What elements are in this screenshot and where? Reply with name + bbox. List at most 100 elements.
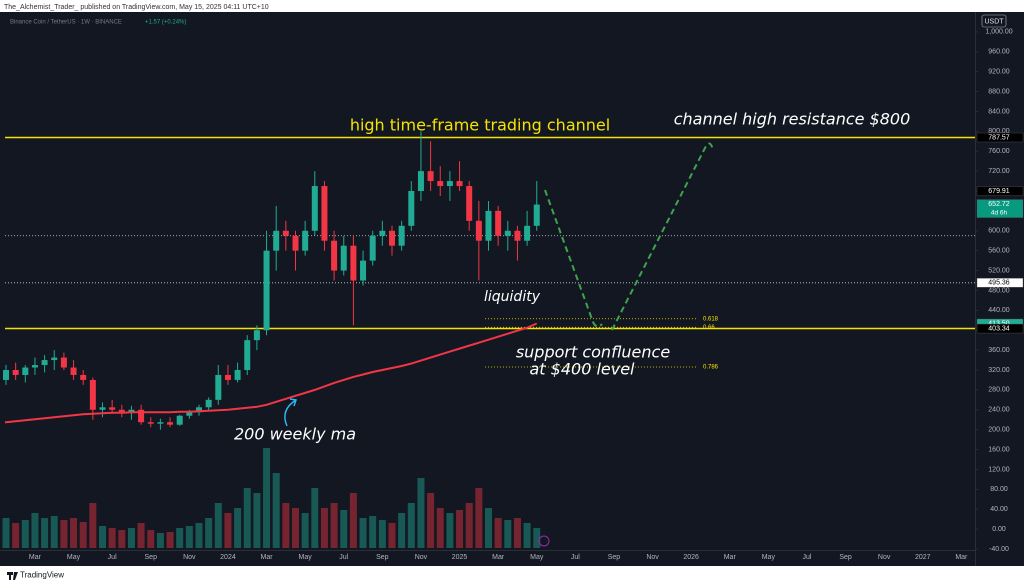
y-tick-label: 880.00 xyxy=(988,88,1010,95)
ma-line xyxy=(5,322,538,424)
y-tick-label: -40.00 xyxy=(989,546,1009,553)
volume-bar xyxy=(263,448,271,548)
volume-bar xyxy=(253,493,261,548)
volume-bar xyxy=(147,530,155,548)
candle-body xyxy=(89,379,96,410)
volume-bar xyxy=(494,518,502,548)
ma-arrow xyxy=(284,398,297,427)
x-tick-label: 2027 xyxy=(915,554,931,561)
x-tick-label: May xyxy=(530,554,544,561)
volume-bar xyxy=(504,520,512,548)
candle-body xyxy=(118,409,125,413)
candle-body xyxy=(514,230,521,241)
y-tick-label: 440.00 xyxy=(988,307,1010,314)
price-tag-label: 413.50 xyxy=(988,320,1010,327)
price-tag xyxy=(976,199,1024,218)
volume-bar xyxy=(330,503,338,548)
x-tick-label: Mar xyxy=(955,554,968,561)
candle-body xyxy=(456,181,463,187)
volume-bar xyxy=(282,503,290,548)
candle-body xyxy=(215,374,222,400)
candle-body xyxy=(263,250,270,331)
candle-body xyxy=(244,340,251,370)
volume-bar xyxy=(176,528,184,548)
candle-body xyxy=(80,374,87,380)
volume-bar xyxy=(369,516,377,548)
y-tick-label: 520.00 xyxy=(988,267,1010,274)
currency-box[interactable] xyxy=(981,14,1007,28)
price-tag xyxy=(976,132,1024,143)
fib-label: 0.786 xyxy=(703,365,719,371)
volume-bar xyxy=(156,533,164,548)
x-tick-label: Mar xyxy=(261,554,274,561)
y-tick-label: 200.00 xyxy=(988,427,1010,434)
x-tick-label: Mar xyxy=(29,554,42,561)
volume-bar xyxy=(378,520,386,548)
x-tick-label: Nov xyxy=(646,554,659,561)
candle-body xyxy=(360,260,367,281)
volume-bar xyxy=(533,528,541,548)
candle-body xyxy=(70,367,77,375)
candle-body xyxy=(350,245,357,281)
candle-body xyxy=(524,225,531,241)
event-icon[interactable] xyxy=(538,535,550,547)
x-tick-label: Sep xyxy=(145,554,158,561)
candle-body xyxy=(176,415,183,425)
currency: USDT xyxy=(984,18,1004,25)
y-tick-label: 720.00 xyxy=(988,168,1010,175)
volume-bar xyxy=(485,508,492,548)
annotation: at $400 level xyxy=(529,360,635,379)
price-tag xyxy=(976,186,1024,196)
x-tick-label: May xyxy=(762,554,776,561)
candle-body xyxy=(495,210,502,236)
x-tick-label: Sep xyxy=(839,554,852,561)
volume-bar xyxy=(243,488,251,548)
annotation: liquidity xyxy=(484,289,541,305)
y-tick-label: 360.00 xyxy=(988,347,1010,354)
x-tick-label: Nov xyxy=(183,554,196,561)
candle-body xyxy=(504,230,511,236)
volume-bar xyxy=(224,513,232,548)
annotation: 200 weekly ma xyxy=(234,425,356,444)
volume-bar xyxy=(513,518,521,548)
volume-bar xyxy=(137,523,145,548)
candle-body xyxy=(157,422,164,424)
volume-bar xyxy=(41,518,49,548)
publisher: The_Alchemist_Trader_ published on Tradi… xyxy=(4,4,269,11)
volume-bar xyxy=(166,532,174,548)
y-tick-label: 1,000.00 xyxy=(985,29,1012,36)
volume-bar xyxy=(272,473,280,548)
x-tick-label: Jul xyxy=(339,554,348,561)
candle-body xyxy=(282,230,289,236)
candle-body xyxy=(321,186,328,241)
candle-body xyxy=(427,171,434,182)
brand: TradingView xyxy=(20,571,64,580)
candle-body xyxy=(22,367,29,375)
volume-bar xyxy=(70,518,78,548)
volume-bar xyxy=(31,513,39,548)
x-tick-label: May xyxy=(299,554,313,561)
candle-body xyxy=(12,370,19,375)
annotation: channel high resistance $800 xyxy=(674,110,911,129)
price-tag xyxy=(976,278,1024,288)
volume-bar xyxy=(340,510,348,548)
y-tick-label: 560.00 xyxy=(988,248,1010,255)
candle-body xyxy=(41,360,48,366)
volume-bar xyxy=(456,510,464,548)
volume-bar xyxy=(99,526,106,548)
volume-bar xyxy=(127,528,135,548)
candle-body xyxy=(379,230,386,236)
price-tag-label: 495.36 xyxy=(988,280,1010,287)
volume-bar xyxy=(417,478,425,548)
x-tick-label: Nov xyxy=(878,554,891,561)
candle-body xyxy=(147,422,154,424)
candle-body xyxy=(196,407,202,413)
candle-body xyxy=(186,412,193,416)
y-tick-label: 600.00 xyxy=(988,228,1010,235)
x-tick-label: Jul xyxy=(571,554,580,561)
volume-bar xyxy=(388,523,396,548)
y-tick-label: 160.00 xyxy=(988,446,1010,453)
x-tick-label: Sep xyxy=(376,554,389,561)
price-tag-countdown: 4d 6h xyxy=(991,209,1008,216)
